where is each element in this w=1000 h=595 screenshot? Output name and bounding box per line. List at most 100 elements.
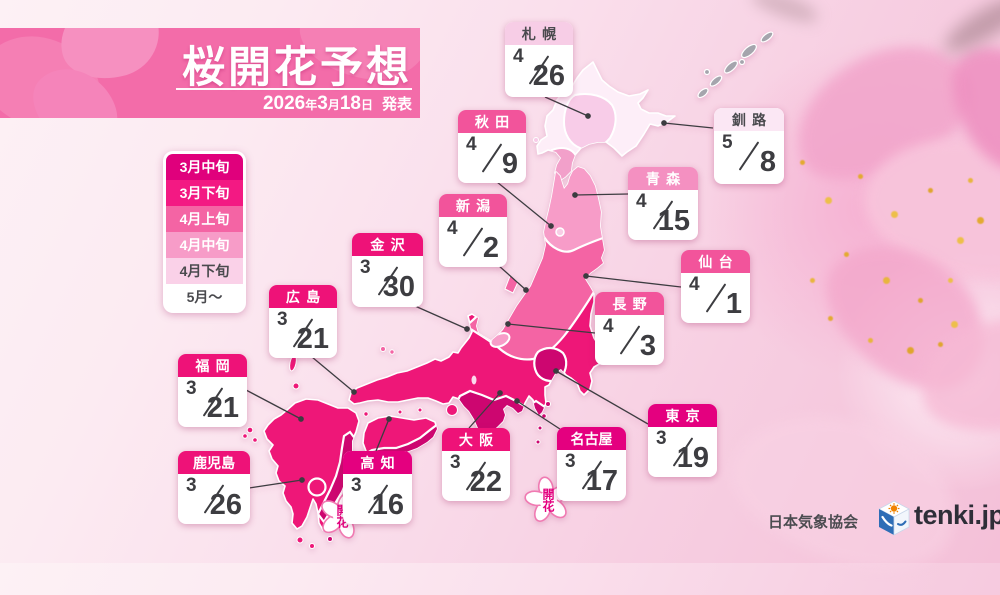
bloom-label-nagoya: 開花 xyxy=(541,488,555,512)
city-name: 釧路 xyxy=(714,108,784,131)
forecast-date: 4 15 xyxy=(628,190,698,240)
month: 4 xyxy=(466,134,477,155)
forecast-card-hiroshima: 広島 3 21 xyxy=(269,285,337,358)
brand-name[interactable]: tenki.jp xyxy=(914,500,1000,530)
date-slash xyxy=(738,141,760,171)
leader-lines xyxy=(245,96,714,489)
month: 3 xyxy=(277,309,288,330)
contour-ring-kirishima xyxy=(307,477,327,497)
month: 4 xyxy=(447,218,458,239)
forecast-date: 3 30 xyxy=(352,256,423,306)
forecast-date: 3 21 xyxy=(269,308,337,358)
date-year-unit: 年 xyxy=(305,98,318,112)
day: 19 xyxy=(676,442,709,474)
day: 9 xyxy=(501,148,518,180)
month: 4 xyxy=(636,191,647,212)
day: 30 xyxy=(382,271,415,303)
month: 4 xyxy=(689,274,700,295)
date-slash xyxy=(481,143,503,173)
small-islands xyxy=(242,275,551,549)
japan-forecast-map xyxy=(242,31,774,549)
forecast-date: 3 16 xyxy=(343,474,412,524)
city-name: 秋田 xyxy=(458,110,526,133)
forecast-card-sapporo: 札幌 4 26 xyxy=(505,22,573,97)
date-slash xyxy=(619,325,640,355)
month: 3 xyxy=(351,475,362,496)
date-year: 2026 xyxy=(262,93,306,114)
legend-item-mid-april: 4月中旬 xyxy=(166,232,243,258)
day: 22 xyxy=(469,466,502,498)
day: 1 xyxy=(725,288,742,320)
forecast-date: 3 22 xyxy=(442,451,510,501)
day: 16 xyxy=(371,489,404,521)
kuril-islands xyxy=(697,31,774,99)
city-name: 広島 xyxy=(269,285,337,308)
forecast-card-osaka: 大阪 3 22 xyxy=(442,428,510,501)
city-name: 名古屋 xyxy=(557,427,626,450)
island-okushiri xyxy=(533,137,539,143)
day: 26 xyxy=(209,489,242,521)
month: 4 xyxy=(513,46,524,67)
day: 21 xyxy=(296,323,329,355)
date-day-unit: 日 xyxy=(360,98,373,112)
tenki-logo-icon[interactable] xyxy=(876,499,912,537)
legend-item-may: 5月〜 xyxy=(166,284,243,310)
city-name: 鹿児島 xyxy=(178,451,250,474)
announcement-date: 2026年3月18日 発表 xyxy=(263,93,412,115)
forecast-card-kochi: 高知 3 16 xyxy=(343,451,412,524)
forecast-card-nagoya: 名古屋 3 17 xyxy=(557,427,626,501)
forecast-date: 3 21 xyxy=(178,377,247,427)
day: 21 xyxy=(206,392,239,424)
forecast-card-aomori: 青森 4 15 xyxy=(628,167,698,240)
forecast-card-fukuoka: 福岡 3 21 xyxy=(178,354,247,427)
forecast-card-kanazawa: 金沢 3 30 xyxy=(352,233,423,307)
city-name: 新潟 xyxy=(439,194,507,217)
month: 3 xyxy=(360,257,371,278)
date-slash xyxy=(462,227,484,257)
city-name: 金沢 xyxy=(352,233,423,256)
legend-item-late-april: 4月下旬 xyxy=(166,258,243,284)
day: 3 xyxy=(639,330,656,362)
lake-biwa xyxy=(471,375,477,385)
day: 26 xyxy=(532,60,565,92)
day: 2 xyxy=(482,232,499,264)
forecast-date: 3 26 xyxy=(178,474,250,524)
city-name: 高知 xyxy=(343,451,412,474)
city-name: 仙台 xyxy=(681,250,750,273)
page-title: 桜開花予想 xyxy=(182,44,412,92)
city-name: 長野 xyxy=(595,292,664,315)
day: 17 xyxy=(585,465,618,497)
forecast-date: 3 19 xyxy=(648,427,717,477)
month: 3 xyxy=(565,451,576,472)
title-banner: 桜開花予想 2026年3月18日 発表 xyxy=(0,28,420,118)
day: 15 xyxy=(657,205,690,237)
date-announce-label: 発表 xyxy=(381,96,412,113)
date-month: 3 xyxy=(317,93,328,114)
zone-mid-march-tokyo xyxy=(533,346,568,382)
title-underline xyxy=(176,88,412,90)
date-day: 18 xyxy=(339,93,361,114)
city-name: 大阪 xyxy=(442,428,510,451)
month: 3 xyxy=(186,378,197,399)
forecast-legend: 3月中旬 3月下旬 4月上旬 4月中旬 4月下旬 5月〜 xyxy=(163,151,246,313)
forecast-card-tokyo: 東京 3 19 xyxy=(648,404,717,477)
island-sado xyxy=(504,275,519,294)
month: 3 xyxy=(186,475,197,496)
date-slash xyxy=(705,283,726,313)
day: 8 xyxy=(759,146,776,178)
city-name: 福岡 xyxy=(178,354,247,377)
zone-late-april xyxy=(562,93,617,151)
month: 5 xyxy=(722,132,733,153)
legend-item-late-march: 3月下旬 xyxy=(166,180,243,206)
month: 4 xyxy=(603,316,614,337)
agency-name: 日本気象協会 xyxy=(768,514,859,531)
legend-item-early-april: 4月上旬 xyxy=(166,206,243,232)
